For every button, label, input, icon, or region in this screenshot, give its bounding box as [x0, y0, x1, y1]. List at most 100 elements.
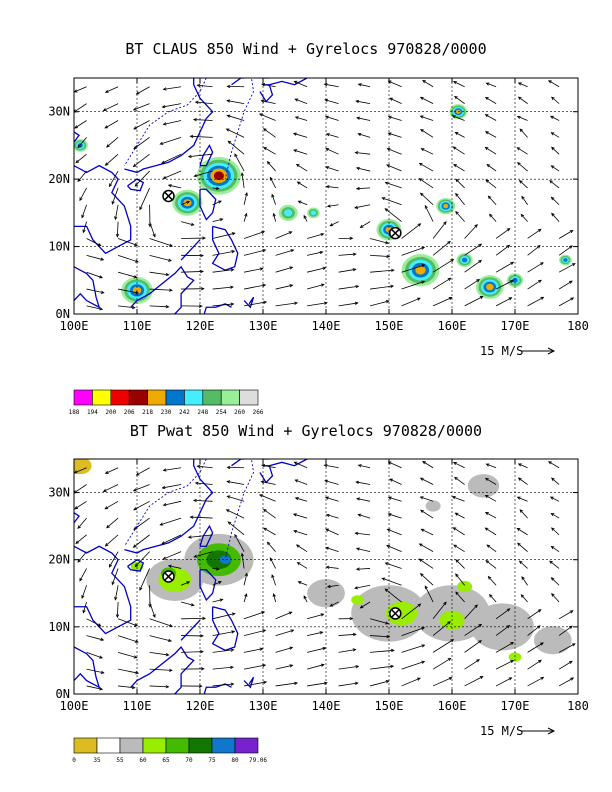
wind-vector — [275, 629, 295, 636]
wind-vector — [117, 618, 139, 627]
wind-vector — [275, 231, 293, 239]
x-tick-label: 140E — [312, 319, 341, 333]
wind-vector — [74, 120, 87, 129]
wind-vector — [258, 113, 276, 121]
wind-vector — [387, 132, 402, 138]
wind-vector — [260, 480, 276, 485]
wind-vector — [117, 651, 138, 659]
wind-vector — [418, 543, 434, 553]
wind-vector — [455, 192, 465, 206]
y-tick-label: 30N — [48, 105, 70, 119]
wind-vector — [212, 581, 222, 586]
coastline-14 — [262, 78, 270, 79]
wind-vector — [550, 196, 560, 206]
legend-value-label: 230 — [161, 409, 172, 416]
coastline-8 — [180, 239, 201, 261]
wind-vector — [81, 585, 87, 599]
wind-vector — [240, 552, 245, 569]
wind-vector — [181, 634, 204, 638]
wind-vector — [464, 640, 482, 653]
wind-vector — [212, 218, 224, 223]
wind-vector — [454, 476, 465, 485]
coastline-13 — [269, 459, 308, 467]
wind-vector — [149, 254, 172, 262]
wind-vector — [132, 534, 150, 548]
wind-vector — [104, 120, 119, 129]
wind-vector — [338, 665, 360, 670]
wind-vector — [432, 221, 447, 239]
wind-vector — [548, 461, 560, 469]
wind-vector — [275, 664, 294, 670]
wind-vector — [420, 509, 434, 519]
wind-vector — [454, 132, 465, 138]
coastline-6 — [199, 188, 217, 221]
wind-vector — [484, 494, 497, 502]
legend-swatch-2 — [110, 389, 130, 406]
wind-vector — [212, 682, 235, 687]
y-tick-label: 10N — [48, 240, 70, 254]
wind-vector — [401, 626, 426, 636]
wind-vector — [381, 577, 402, 586]
pwat-contour-15 — [457, 580, 473, 593]
wind-vector — [111, 187, 119, 205]
legend-swatch-0 — [73, 737, 98, 754]
wind-vector — [193, 551, 213, 558]
wind-vector — [189, 134, 213, 139]
wind-vector — [325, 133, 339, 138]
wind-vector — [275, 301, 299, 307]
wind-vector — [370, 634, 391, 639]
wind-vector — [226, 495, 245, 502]
wind-vector — [132, 153, 150, 168]
wind-vector — [432, 277, 452, 290]
wind-vector — [558, 643, 576, 653]
wind-vector — [162, 551, 182, 560]
wind-vector — [550, 545, 560, 552]
wind-vector — [325, 185, 339, 189]
wind-vector — [307, 631, 324, 636]
cloud-contour-13-3 — [512, 277, 518, 283]
wind-vector — [161, 103, 182, 109]
cloud-contour-12-3 — [563, 258, 568, 262]
wind-vector — [454, 512, 465, 519]
wind-vector — [401, 297, 421, 307]
wind-vector — [149, 288, 173, 292]
y-tick-label: 20N — [48, 172, 70, 186]
wind-vector — [386, 164, 402, 172]
wind-vector — [260, 99, 276, 105]
wind-vector — [132, 484, 150, 492]
wind-vector — [148, 204, 152, 228]
coastline-1 — [74, 266, 101, 309]
wind-vector — [324, 115, 339, 121]
wind-vector — [487, 195, 497, 206]
wind-vector — [149, 601, 156, 618]
wind-vector — [384, 588, 402, 603]
legend-value-label: 60 — [139, 757, 147, 764]
wind-vector — [516, 496, 528, 502]
wind-vector — [306, 283, 325, 290]
wind-vector — [307, 301, 328, 307]
wind-vector — [422, 80, 434, 88]
coastline-1 — [74, 646, 101, 689]
wind-vector — [139, 187, 150, 211]
wind-vector — [517, 162, 528, 172]
gyre-location-marker-0 — [162, 570, 175, 583]
wind-vector — [79, 187, 87, 202]
wind-vector — [187, 153, 213, 159]
pwat-contour-17 — [130, 561, 144, 572]
wind-vector — [357, 132, 371, 138]
coastline-15 — [74, 512, 80, 524]
wind-vector — [527, 245, 541, 256]
wind-vector — [212, 232, 236, 239]
wind-vector — [520, 594, 528, 603]
wind-vector — [79, 568, 87, 582]
wind-vector — [212, 186, 220, 191]
legend-swatch-4 — [147, 389, 167, 406]
wind-vector — [326, 584, 339, 589]
wind-vector — [516, 115, 528, 121]
wind-vector — [370, 284, 395, 290]
x-tick-label: 120E — [186, 699, 215, 713]
wind-vector — [77, 517, 87, 530]
wind-vector — [355, 480, 371, 485]
wind-vector — [192, 118, 213, 122]
wind-vector — [295, 544, 308, 552]
